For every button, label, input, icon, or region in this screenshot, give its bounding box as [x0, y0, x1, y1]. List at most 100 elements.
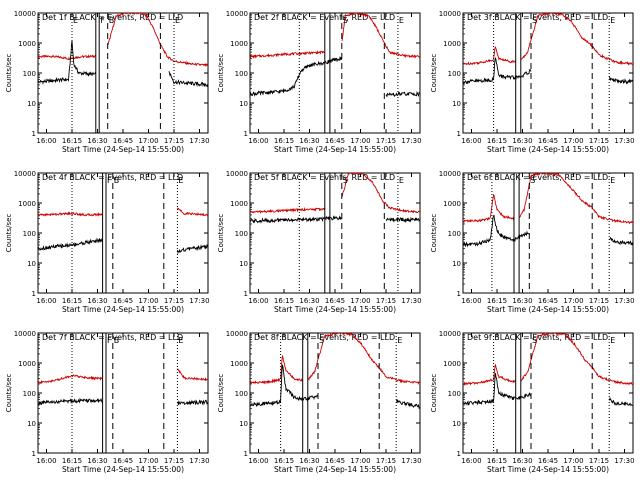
- x-axis-label: Start Time (24-Sep-14 15:55:00): [62, 465, 184, 474]
- marker-label: E: [175, 16, 180, 25]
- series-lld-line: [38, 54, 96, 61]
- x-tick-label: 17:00: [138, 297, 158, 305]
- marker-label: E: [399, 16, 404, 25]
- plot-frame: [37, 172, 209, 294]
- x-tick-label: 16:30: [299, 137, 319, 145]
- y-tick-label: 1: [244, 290, 248, 298]
- marker-label: B: [114, 336, 120, 345]
- series-lld-line: [520, 333, 633, 386]
- series-lld-line: [107, 13, 208, 67]
- series-events-line: [609, 76, 633, 85]
- panel-det-8f: Det 8f BLACK = Events, RED = LLD11010010…: [217, 330, 422, 474]
- series-events-line: [463, 57, 532, 85]
- y-axis-label: Counts/sec: [5, 214, 13, 253]
- x-tick-label: 17:30: [401, 137, 421, 145]
- x-tick-label: 16:00: [461, 137, 481, 145]
- x-tick-label: 16:15: [274, 297, 294, 305]
- y-tick-label: 1000: [443, 360, 461, 368]
- x-tick-label: 16:00: [36, 137, 56, 145]
- y-tick-label: 10000: [14, 10, 36, 18]
- x-tick-label: 16:15: [62, 297, 82, 305]
- series-events-line: [177, 399, 208, 406]
- plot-frame: [462, 12, 634, 134]
- series-events-line: [38, 40, 96, 86]
- x-tick-label: 16:45: [538, 137, 558, 145]
- series-events-line: [168, 71, 208, 88]
- y-axis-label: Counts/sec: [430, 374, 438, 413]
- x-tick-label: 17:30: [189, 137, 209, 145]
- series-events-line: [385, 90, 420, 98]
- y-axis-label: Counts/sec: [217, 54, 225, 93]
- y-tick-label: 100: [448, 390, 461, 398]
- x-tick-label: 16:15: [274, 457, 294, 465]
- x-tick-label: 16:45: [113, 137, 133, 145]
- y-tick-label: 100: [23, 390, 36, 398]
- x-tick-label: 16:15: [62, 137, 82, 145]
- x-tick-label: 16:45: [325, 137, 345, 145]
- plot-frame: [37, 12, 209, 134]
- y-tick-label: 1: [32, 450, 36, 458]
- x-tick-label: 16:00: [248, 297, 268, 305]
- x-tick-label: 17:00: [138, 457, 158, 465]
- y-axis-label: Counts/sec: [217, 214, 225, 253]
- y-tick-label: 10000: [14, 330, 36, 338]
- series-events-line: [396, 398, 420, 409]
- x-tick-label: 16:45: [113, 297, 133, 305]
- y-tick-label: 100: [235, 390, 248, 398]
- y-tick-label: 10000: [226, 10, 248, 18]
- x-tick-label: 17:00: [563, 457, 583, 465]
- y-tick-label: 1000: [230, 40, 248, 48]
- y-tick-label: 100: [23, 230, 36, 238]
- marker-label: F: [107, 336, 112, 345]
- series-lld-line: [519, 173, 633, 225]
- x-axis-label: Start Time (24-Sep-14 15:55:00): [487, 305, 609, 314]
- marker-label: E: [178, 176, 183, 185]
- x-tick-label: 16:30: [87, 457, 107, 465]
- x-tick-label: 17:30: [189, 297, 209, 305]
- marker-label: S: [319, 336, 324, 345]
- panel-det-1f: Det 1f BLACK = Events, RED = LLD 1 10 100 10…: [5, 10, 210, 154]
- x-tick-label: 17:30: [401, 457, 421, 465]
- series-lld-line: [250, 206, 325, 214]
- series-events-line: [38, 397, 103, 406]
- marker-label: F: [107, 176, 112, 185]
- x-tick-label: 17:15: [589, 297, 609, 305]
- y-tick-label: 1000: [443, 200, 461, 208]
- x-tick-label: 17:15: [164, 297, 184, 305]
- series-events-line: [250, 215, 342, 224]
- x-tick-label: 16:30: [512, 297, 532, 305]
- panel-title: Det 6f BLACK = Events, RED = LLD: [467, 173, 608, 182]
- plot-frame: [462, 332, 634, 454]
- y-tick-label: 1000: [18, 360, 36, 368]
- x-tick-label: 16:30: [299, 457, 319, 465]
- panel-det-9f: Det 9f BLACK = Events, RED = LLD11010010…: [430, 330, 635, 474]
- x-tick-label: 17:00: [138, 137, 158, 145]
- x-tick-label: 16:15: [274, 137, 294, 145]
- y-tick-label: 10000: [226, 330, 248, 338]
- y-axis-label: Counts/sec: [430, 214, 438, 253]
- series-events-line: [609, 396, 633, 407]
- y-tick-label: 1: [32, 130, 36, 138]
- y-tick-label: 10: [27, 100, 36, 108]
- x-tick-label: 17:00: [350, 457, 370, 465]
- y-tick-label: 10: [452, 260, 461, 268]
- plot-frame: [249, 332, 421, 454]
- y-axis-label: Counts/sec: [5, 374, 13, 413]
- x-axis-label: Start Time (24-Sep-14 15:55:00): [62, 305, 184, 314]
- y-tick-label: 10000: [14, 170, 36, 178]
- x-tick-label: 16:00: [36, 297, 56, 305]
- x-tick-label: 17:30: [614, 457, 634, 465]
- panel-det-6f: Det 6f BLACK = Events, RED = LLD 1 10 100 10…: [430, 170, 635, 314]
- series-events-line: [250, 55, 342, 97]
- series-lld-line: [177, 368, 208, 382]
- marker-label: E: [73, 16, 78, 25]
- x-tick-label: 17:15: [164, 137, 184, 145]
- series-lld-line: [463, 364, 516, 387]
- x-tick-label: 16:15: [487, 137, 507, 145]
- series-lld-line: [38, 211, 103, 217]
- series-events-line: [609, 236, 633, 246]
- y-tick-label: 100: [235, 230, 248, 238]
- panel-det-2f: Det 2f BLACK = Events, RED = LLD11010010…: [217, 10, 422, 154]
- x-tick-label: 16:15: [487, 457, 507, 465]
- marker-label: B: [114, 176, 120, 185]
